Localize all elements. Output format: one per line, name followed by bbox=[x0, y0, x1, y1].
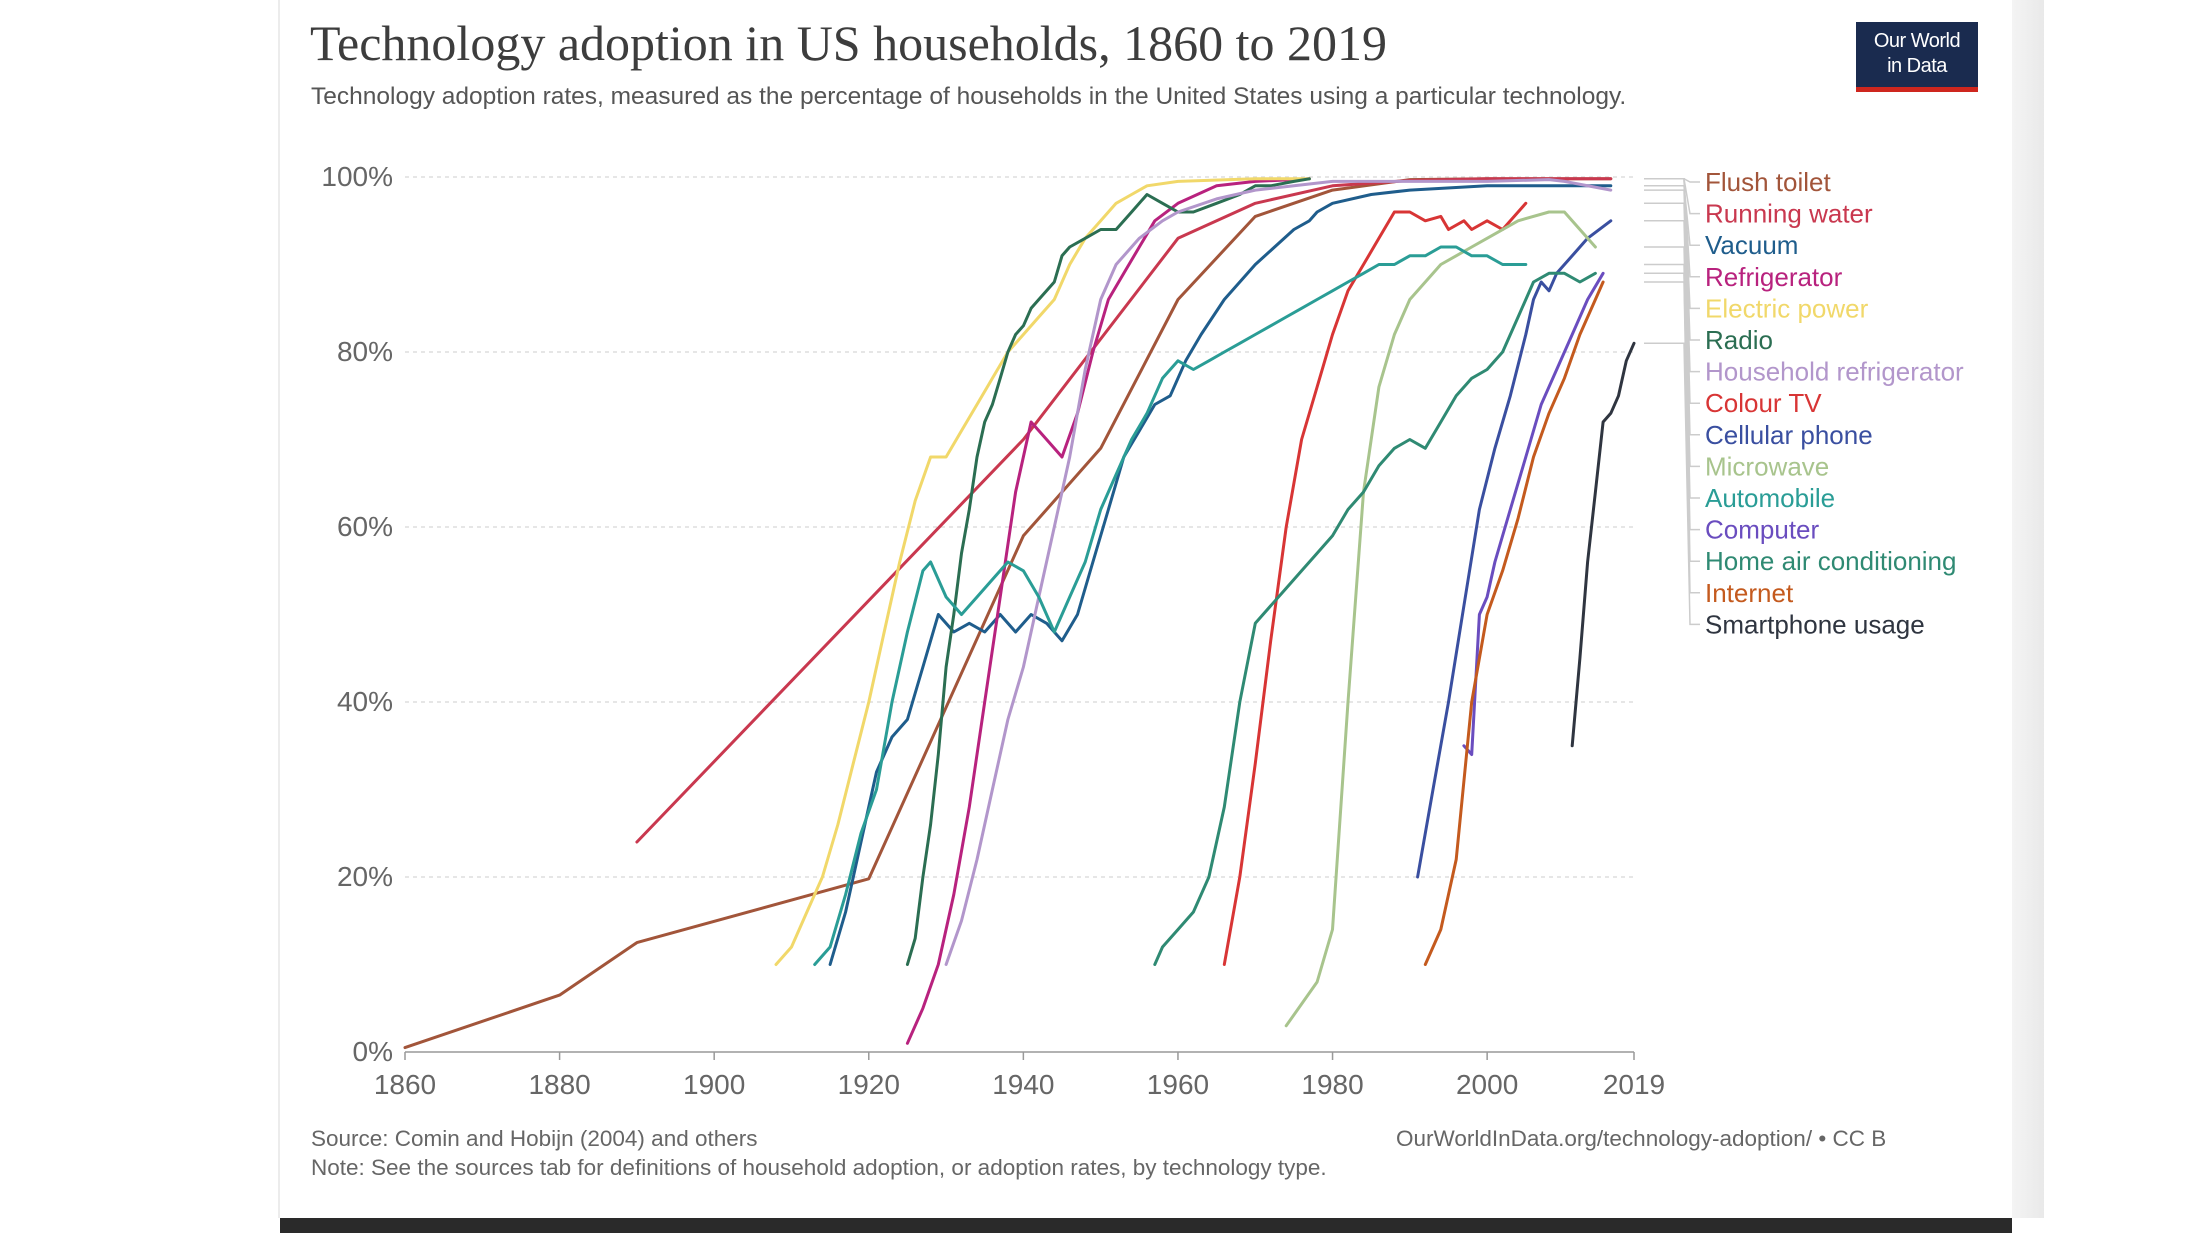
x-tick-label: 2000 bbox=[1456, 1069, 1518, 1100]
x-tick-label: 2019 bbox=[1603, 1069, 1665, 1100]
legend-label[interactable]: Running water bbox=[1705, 199, 1873, 229]
series-line[interactable] bbox=[828, 184, 1613, 966]
legend-leader-line bbox=[1644, 178, 1700, 278]
legend-label[interactable]: Household refrigerator bbox=[1705, 357, 1964, 387]
logo-line-2: in Data bbox=[1887, 55, 1947, 77]
legend-label[interactable]: Internet bbox=[1705, 578, 1794, 608]
y-tick-label: 60% bbox=[337, 511, 393, 542]
series-line[interactable] bbox=[1153, 271, 1597, 966]
legend-label[interactable]: Colour TV bbox=[1705, 388, 1822, 418]
series-line[interactable] bbox=[1284, 210, 1597, 1028]
legend-leader-line bbox=[1644, 272, 1700, 531]
series-line[interactable] bbox=[944, 178, 1613, 966]
legend-label[interactable]: Radio bbox=[1705, 325, 1773, 355]
legend-leader-line bbox=[1644, 220, 1700, 436]
series-line[interactable] bbox=[905, 177, 1311, 1045]
series-line[interactable] bbox=[905, 177, 1311, 966]
legend-leader-line bbox=[1644, 281, 1700, 594]
x-tick-label: 1980 bbox=[1301, 1069, 1363, 1100]
y-tick-label: 100% bbox=[321, 161, 393, 192]
series-line[interactable] bbox=[1423, 280, 1605, 966]
card-right-edge bbox=[2012, 0, 2044, 1218]
axes: 0% 20% 40% 60% 80% 100% 1860 1880 1900 1920 1940 19… bbox=[321, 161, 1665, 1100]
card-left-edge bbox=[278, 0, 280, 1218]
footer-note: Note: See the sources tab for definition… bbox=[311, 1155, 1327, 1180]
legend-label[interactable]: Computer bbox=[1705, 515, 1819, 545]
owid-logo[interactable]: Our World in Data bbox=[1856, 22, 1978, 92]
series-line[interactable] bbox=[403, 177, 1613, 1050]
legend-leader-line bbox=[1644, 202, 1700, 404]
series-line[interactable] bbox=[813, 245, 1528, 966]
x-tick-label: 1920 bbox=[838, 1069, 900, 1100]
series-line[interactable] bbox=[1462, 271, 1605, 756]
grid-lines bbox=[405, 176, 1634, 878]
legend-leader-line bbox=[1644, 272, 1700, 562]
legend-leader-line bbox=[1644, 342, 1700, 626]
legend-label[interactable]: Smartphone usage bbox=[1705, 609, 1925, 639]
series-line[interactable] bbox=[774, 177, 1311, 966]
x-tick-label: 1860 bbox=[374, 1069, 436, 1100]
legend-label[interactable]: Electric power bbox=[1705, 293, 1869, 323]
legend-label[interactable]: Home air conditioning bbox=[1705, 546, 1956, 576]
legend-leader-line bbox=[1644, 189, 1700, 373]
series-line[interactable] bbox=[1570, 341, 1636, 748]
series-line[interactable] bbox=[635, 177, 1613, 844]
legend-label[interactable]: Microwave bbox=[1705, 451, 1829, 481]
series-lines bbox=[403, 177, 1636, 1050]
chart-title: Technology adoption in US households, 18… bbox=[310, 15, 1388, 71]
legend-label[interactable]: Refrigerator bbox=[1705, 262, 1843, 292]
legend-leader-line bbox=[1644, 178, 1700, 215]
page-background bbox=[0, 0, 278, 1233]
x-tick-label: 1960 bbox=[1147, 1069, 1209, 1100]
legend-label[interactable]: Cellular phone bbox=[1705, 420, 1873, 450]
series-line[interactable] bbox=[1222, 201, 1528, 966]
legend-label[interactable]: Flush toilet bbox=[1705, 167, 1831, 197]
legend-leader-line bbox=[1644, 246, 1700, 468]
legend-label[interactable]: Vacuum bbox=[1705, 230, 1798, 260]
legend-leader-line bbox=[1644, 263, 1700, 499]
x-tick-label: 1880 bbox=[528, 1069, 590, 1100]
series-line[interactable] bbox=[1416, 219, 1613, 879]
legend-label[interactable]: Automobile bbox=[1705, 483, 1835, 513]
footer-url-link[interactable]: OurWorldInData.org/technology-adoption/ … bbox=[1396, 1126, 1887, 1151]
logo-line-1: Our World bbox=[1873, 30, 1961, 52]
y-tick-label: 0% bbox=[353, 1036, 393, 1067]
y-tick-label: 20% bbox=[337, 861, 393, 892]
y-tick-label: 80% bbox=[337, 336, 393, 367]
x-tick-label: 1940 bbox=[992, 1069, 1054, 1100]
y-tick-label: 40% bbox=[337, 686, 393, 717]
legend-leader-line bbox=[1644, 185, 1700, 246]
x-tick-label: 1900 bbox=[683, 1069, 745, 1100]
chart-card bbox=[280, 0, 2012, 1218]
footer-source: Source: Comin and Hobijn (2004) and othe… bbox=[311, 1126, 758, 1151]
chart-subtitle: Technology adoption rates, measured as t… bbox=[311, 83, 1627, 110]
legend-leader-line bbox=[1644, 178, 1700, 310]
card-bottom-bar bbox=[280, 1218, 2012, 1233]
